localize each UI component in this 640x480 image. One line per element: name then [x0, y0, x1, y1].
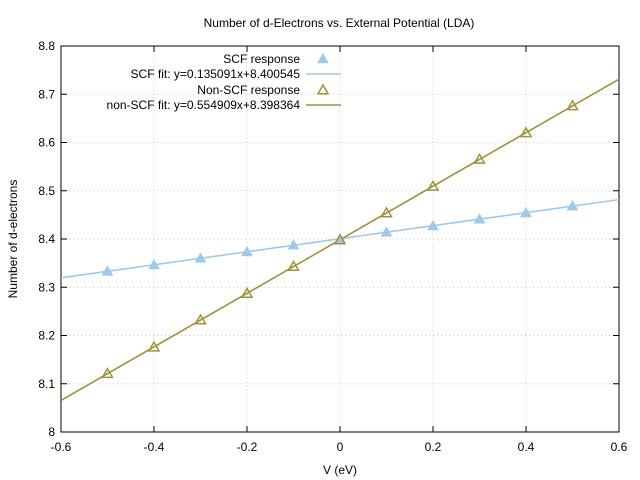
data-point: [566, 200, 579, 211]
legend-label: non-SCF fit: y=0.554909x+8.398364: [107, 98, 301, 112]
x-tick-labels: -0.6 -0.4 -0.2 0 0.2 0.4 0.6: [51, 440, 628, 454]
x-tick-label: -0.2: [237, 440, 258, 454]
axis-ticks: [60, 45, 620, 433]
y-tick-label: 8.3: [38, 280, 55, 294]
data-point: [287, 259, 300, 272]
x-axis-title: V (eV): [323, 463, 357, 477]
data-point: [101, 367, 114, 379]
data-point: [194, 313, 207, 325]
data-point: [194, 252, 207, 263]
data-point: [427, 219, 439, 231]
y-tick-label: 8: [48, 425, 55, 439]
y-tick-label: 8.6: [38, 136, 55, 150]
y-tick-labels: 8 8.1 8.2 8.3 8.4 8.5 8.6 8.7 8.8: [38, 39, 55, 439]
data-point: [380, 226, 393, 237]
data-point: [566, 99, 579, 111]
y-tick-label: 8.5: [38, 184, 55, 198]
x-tick-label: 0.2: [425, 440, 442, 454]
y-tick-label: 8.1: [38, 377, 55, 391]
y-tick-label: 8.2: [38, 329, 55, 343]
legend-label: SCF response: [223, 52, 300, 66]
legend-marker-sample: [317, 52, 329, 64]
x-tick-label: 0.4: [518, 440, 535, 454]
data-point: [240, 287, 254, 299]
data-point: [380, 206, 393, 218]
x-tick-label: -0.4: [144, 440, 165, 454]
data-point: [147, 340, 161, 352]
y-tick-label: 8.8: [38, 39, 55, 53]
data-point: [473, 152, 486, 164]
y-tick-label: 8.7: [38, 87, 55, 101]
legend-marker-sample: [316, 83, 330, 95]
legend-label: SCF fit: y=0.135091x+8.400545: [131, 67, 301, 81]
y-tick-label: 8.4: [38, 232, 55, 246]
data-point: [473, 213, 486, 224]
data-point: [333, 233, 347, 245]
y-axis-title: Number of d-electrons: [6, 180, 20, 299]
data-point: [101, 265, 114, 276]
legend-label: Non-SCF response: [197, 83, 300, 97]
data-point: [287, 239, 300, 250]
x-tick-label: -0.6: [51, 440, 72, 454]
x-tick-label: 0: [337, 440, 344, 454]
plot-area: [60, 78, 620, 402]
data-point: [241, 246, 253, 257]
x-tick-label: 0.6: [611, 440, 628, 454]
data-point: [426, 179, 440, 191]
data-point: [519, 126, 533, 138]
data-point: [520, 206, 532, 218]
grid: [61, 46, 619, 432]
chart-title: Number of d-Electrons vs. External Poten…: [204, 16, 475, 30]
data-point: [148, 259, 160, 270]
